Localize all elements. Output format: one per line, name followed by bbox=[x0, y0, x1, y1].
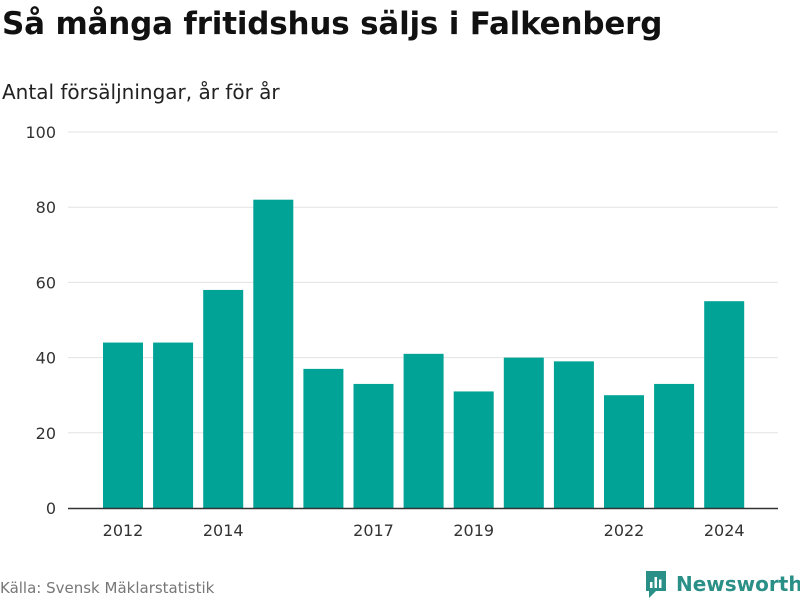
y-tick-label: 80 bbox=[36, 198, 56, 217]
chart-subtitle: Antal försäljningar, år för år bbox=[2, 80, 280, 104]
bar bbox=[303, 368, 344, 508]
bar bbox=[203, 289, 244, 508]
bar bbox=[353, 383, 394, 508]
x-tick-label: 2024 bbox=[704, 521, 745, 540]
bar bbox=[253, 199, 294, 508]
bar bbox=[654, 383, 695, 508]
source-note: Källa: Svensk Mäklarstatistik bbox=[0, 579, 215, 597]
y-tick-label: 100 bbox=[25, 123, 56, 142]
x-tick-label: 2017 bbox=[353, 521, 394, 540]
y-tick-label: 40 bbox=[36, 349, 56, 368]
y-tick-label: 20 bbox=[36, 424, 56, 443]
bar bbox=[103, 342, 143, 508]
bar bbox=[503, 357, 544, 508]
x-tick-label: 2022 bbox=[604, 521, 645, 540]
bar bbox=[403, 353, 444, 508]
chart-title: Så många fritidshus säljs i Falkenberg bbox=[2, 6, 663, 42]
bar-chart-speech-bubble-icon bbox=[646, 571, 666, 598]
brand-logo: Newsworthy bbox=[644, 569, 800, 599]
x-tick-label: 2012 bbox=[103, 521, 144, 540]
bar bbox=[704, 301, 745, 508]
bar bbox=[453, 391, 494, 508]
x-tick-label: 2019 bbox=[453, 521, 494, 540]
x-tick-label: 2014 bbox=[203, 521, 244, 540]
y-tick-label: 60 bbox=[36, 273, 56, 292]
brand-name: Newsworthy bbox=[676, 572, 800, 596]
bar bbox=[153, 342, 194, 508]
bar bbox=[604, 395, 644, 508]
y-tick-label: 0 bbox=[46, 499, 56, 518]
bar bbox=[553, 361, 594, 508]
